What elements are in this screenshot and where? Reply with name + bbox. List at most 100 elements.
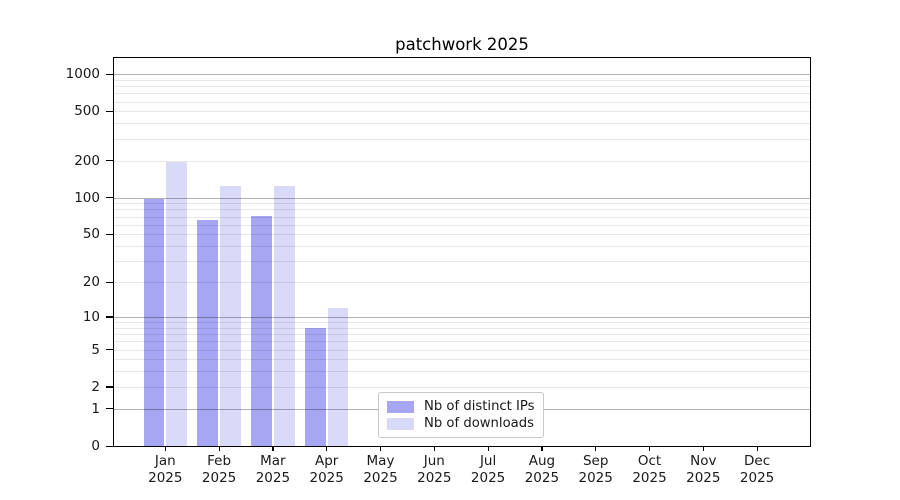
gridline-minor bbox=[114, 334, 810, 336]
x-tick-label-aug: Aug 2025 bbox=[514, 453, 570, 486]
x-tick-label-dec: Dec 2025 bbox=[729, 453, 785, 486]
legend: Nb of distinct IPs Nb of downloads bbox=[378, 392, 544, 438]
x-tick-month: Nov bbox=[690, 453, 717, 469]
y-tick-mark bbox=[106, 445, 113, 447]
legend-swatch-distinct-ips bbox=[387, 400, 414, 413]
y-tick-label: 500 bbox=[74, 103, 100, 120]
bar-apr-downloads bbox=[327, 307, 349, 446]
legend-swatch-downloads bbox=[387, 417, 414, 430]
x-tick-month: Jan bbox=[154, 453, 176, 469]
x-tick-mark bbox=[541, 446, 543, 451]
gridline-minor bbox=[114, 234, 810, 236]
gridline-minor bbox=[114, 93, 810, 95]
x-tick-year: 2025 bbox=[632, 469, 667, 486]
bar-mar-downloads bbox=[273, 186, 295, 446]
gridline-minor bbox=[114, 246, 810, 248]
x-tick-year: 2025 bbox=[524, 469, 560, 486]
y-tick-label: 50 bbox=[82, 226, 100, 243]
gridline-minor bbox=[114, 359, 810, 361]
gridline-minor bbox=[114, 111, 810, 113]
x-tick-year: 2025 bbox=[739, 469, 775, 486]
gridline-minor bbox=[114, 327, 810, 329]
gridline-minor bbox=[114, 349, 810, 351]
gridline-major bbox=[114, 74, 810, 76]
gridline-minor bbox=[114, 261, 810, 263]
bar-jan-distinct-ips bbox=[143, 198, 165, 446]
y-tick-mark bbox=[106, 160, 113, 162]
x-tick-label-sep: Sep 2025 bbox=[568, 453, 624, 486]
y-tick-mark bbox=[106, 197, 113, 199]
y-tick-mark bbox=[106, 349, 113, 351]
x-tick-year: 2025 bbox=[686, 469, 721, 486]
y-tick-label: 5 bbox=[91, 341, 100, 358]
gridline-minor bbox=[114, 386, 810, 388]
x-tick-label-feb: Feb 2025 bbox=[191, 453, 247, 486]
x-tick-month: Jul bbox=[479, 453, 497, 469]
y-tick-mark bbox=[106, 386, 113, 388]
x-tick-month: Dec bbox=[744, 453, 771, 469]
gridline-minor bbox=[114, 224, 810, 226]
y-tick-mark bbox=[106, 73, 113, 75]
bar-mar-distinct-ips bbox=[251, 215, 272, 446]
x-tick-month: Mar bbox=[260, 453, 286, 469]
y-tick-label: 1 bbox=[91, 400, 100, 417]
x-tick-mark bbox=[326, 446, 328, 451]
gridline-minor bbox=[114, 79, 810, 81]
x-tick-mark bbox=[702, 446, 704, 451]
x-tick-month: Oct bbox=[637, 453, 662, 469]
x-tick-year: 2025 bbox=[148, 469, 183, 486]
x-tick-label-nov: Nov 2025 bbox=[675, 453, 731, 486]
x-tick-year: 2025 bbox=[255, 469, 291, 486]
y-tick-mark bbox=[106, 316, 113, 318]
x-tick-mark bbox=[218, 446, 220, 451]
bar-jan-downloads bbox=[166, 161, 188, 446]
x-tick-mark bbox=[433, 446, 435, 451]
gridline-minor bbox=[114, 160, 810, 162]
legend-item: Nb of downloads bbox=[387, 415, 535, 432]
y-tick-label: 2 bbox=[91, 378, 100, 395]
x-tick-mark bbox=[272, 446, 274, 451]
x-tick-month: Feb bbox=[207, 453, 232, 469]
x-tick-label-oct: Oct 2025 bbox=[622, 453, 678, 486]
chart-title: patchwork 2025 bbox=[395, 35, 529, 54]
bar-apr-distinct-ips bbox=[304, 327, 326, 446]
gridline-minor bbox=[114, 138, 810, 140]
gridline-major bbox=[114, 316, 810, 318]
y-tick-mark bbox=[106, 281, 113, 283]
x-tick-year: 2025 bbox=[578, 469, 613, 486]
x-tick-year: 2025 bbox=[363, 469, 398, 486]
gridline-minor bbox=[114, 123, 810, 125]
y-tick-mark bbox=[106, 110, 113, 113]
x-tick-mark bbox=[487, 446, 489, 451]
x-tick-month: Apr bbox=[315, 453, 339, 469]
bar-feb-downloads bbox=[220, 186, 241, 446]
x-tick-year: 2025 bbox=[201, 469, 237, 486]
bar-feb-distinct-ips bbox=[197, 220, 219, 446]
legend-item: Nb of distinct IPs bbox=[387, 398, 535, 415]
gridline-major bbox=[114, 197, 810, 199]
x-tick-mark bbox=[164, 446, 166, 451]
x-tick-year: 2025 bbox=[309, 469, 344, 486]
gridline-minor bbox=[114, 322, 810, 324]
legend-label: Nb of distinct IPs bbox=[424, 399, 535, 414]
gridline-minor bbox=[114, 86, 810, 88]
x-tick-month: Aug bbox=[528, 453, 556, 469]
y-tick-label: 0 bbox=[91, 438, 100, 454]
gridline-minor bbox=[114, 282, 810, 284]
y-tick-label: 1000 bbox=[65, 66, 100, 83]
y-tick-label: 100 bbox=[74, 189, 100, 206]
gridline-minor bbox=[114, 101, 810, 103]
x-tick-month: Sep bbox=[582, 453, 609, 469]
x-tick-month: May bbox=[366, 453, 395, 469]
y-tick-label: 200 bbox=[74, 152, 100, 169]
x-tick-mark bbox=[648, 446, 651, 451]
y-tick-label: 10 bbox=[82, 308, 100, 325]
x-tick-label-may: May 2025 bbox=[353, 453, 409, 486]
y-tick-mark bbox=[106, 233, 113, 236]
x-tick-mark bbox=[379, 446, 382, 451]
y-tick-label: 20 bbox=[82, 274, 100, 291]
x-tick-year: 2025 bbox=[417, 469, 452, 486]
gridline-minor bbox=[114, 216, 810, 218]
x-tick-label-mar: Mar 2025 bbox=[245, 453, 301, 486]
